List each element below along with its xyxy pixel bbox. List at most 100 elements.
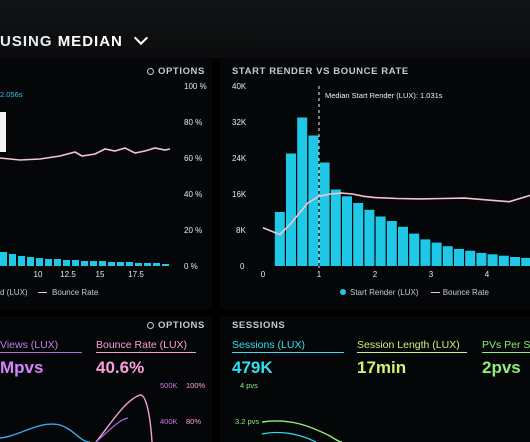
start-render-bar[interactable] [319, 162, 330, 267]
left-x-tick: 12.5 [60, 270, 76, 279]
left-bars [0, 252, 169, 266]
sessions-title: SESSIONS [232, 320, 286, 331]
divider-line [232, 352, 344, 353]
start-render-bar[interactable] [330, 189, 341, 267]
start-render-bar[interactable] [398, 226, 408, 266]
start-render-bar[interactable] [308, 135, 319, 267]
legend-dot-icon [340, 289, 346, 295]
header-title-strong: MEDIAN [57, 33, 123, 50]
right-chart-svg [262, 86, 530, 268]
metric-bounce-label: Bounce Rate (LUX) [96, 339, 188, 351]
right-x-tick: 0 [260, 270, 266, 279]
options-label: OPTIONS [158, 320, 205, 331]
start-render-bar[interactable] [353, 203, 364, 266]
median-label: Median Start Render (LUX): 1.031s [325, 91, 443, 100]
left-legend-b: Bounce Rate [52, 288, 99, 297]
divider-line [482, 352, 530, 353]
options-icon [147, 68, 154, 75]
tick-500k: 500K [160, 381, 178, 390]
left-chart-svg [0, 147, 171, 266]
left-bounce-line [0, 147, 171, 161]
start-render-bar[interactable] [442, 246, 453, 266]
right-y-tick: 24K [232, 154, 247, 163]
start-render-bar[interactable] [409, 233, 420, 266]
metric-views-label: Views (LUX) [0, 339, 59, 351]
start-render-bar[interactable] [386, 221, 397, 266]
start-render-bar[interactable] [476, 252, 487, 266]
metric-session-length-label: Session Length (LUX) [357, 339, 460, 351]
right-panel-title: START RENDER VS BOUNCE RATE [232, 66, 409, 77]
panel-bottom-left [0, 316, 212, 442]
dashboard-header [0, 0, 530, 58]
metric-views-value: Mpvs [0, 358, 44, 377]
options-label: OPTIONS [158, 66, 205, 77]
left-y-tick: 0 % [184, 262, 198, 271]
start-render-bar[interactable] [510, 257, 520, 266]
tick-32pvs: 3.2 pvs [235, 417, 260, 426]
left-x-tick: 15 [95, 270, 105, 279]
left-legend-a: d (LUX) [0, 288, 28, 297]
start-render-bar[interactable] [364, 209, 375, 266]
median-dropdown[interactable]: USING MEDIAN [0, 30, 149, 50]
right-y-tick: 0 [240, 262, 245, 271]
right-x-tick: 2 [372, 270, 378, 279]
metric-pvs-value: 2pvs [482, 358, 521, 377]
divider-line [357, 352, 467, 353]
start-render-bar[interactable] [342, 196, 352, 267]
divider-line [0, 352, 82, 353]
start-render-bar[interactable] [274, 212, 285, 266]
start-render-bar[interactable] [521, 257, 530, 266]
options-button-left[interactable]: OPTIONS [147, 66, 205, 77]
bounce-rate-line [262, 192, 530, 236]
annotation-left: 2.056s [0, 90, 23, 99]
right-legend-line-icon [430, 291, 440, 293]
right-y-tick: 32K [232, 118, 247, 127]
left-x-tick: 10 [33, 270, 43, 279]
left-legend-line-icon [37, 291, 47, 293]
right-y-tick: 40K [232, 82, 247, 91]
metric-bounce-value: 40.6% [96, 358, 145, 377]
start-render-bar[interactable] [498, 255, 509, 266]
tick-80pct: 80% [186, 417, 202, 426]
start-render-bars [274, 117, 530, 267]
options-icon [147, 322, 154, 329]
panel-right [220, 58, 530, 310]
start-render-bar[interactable] [465, 250, 476, 266]
right-legend-a: Start Render (LUX) [350, 288, 419, 297]
start-render-bar[interactable] [420, 239, 431, 266]
panel-left [0, 58, 212, 310]
start-render-bar[interactable] [487, 254, 498, 266]
left-y-tick: 20 % [184, 226, 203, 235]
options-button-bottom[interactable]: OPTIONS [147, 320, 205, 331]
right-x-tick: 1 [316, 270, 322, 279]
left-x-tick: 17.5 [128, 270, 144, 279]
right-x-tick: 4 [484, 270, 490, 279]
start-render-bar[interactable] [297, 117, 308, 267]
left-legend: d (LUX) Bounce Rate [0, 288, 98, 297]
start-render-bar[interactable] [454, 248, 464, 266]
left-y-tick: 100 % [184, 82, 207, 91]
metric-pvs-label: PVs Per Se [482, 339, 530, 351]
header-title-prefix: USING [0, 33, 53, 50]
right-legend-b: Bounce Rate [442, 288, 489, 297]
left-y-tick: 40 % [184, 190, 203, 199]
start-render-bar[interactable] [286, 153, 296, 267]
bottom-left-sparklines [0, 394, 153, 442]
right-y-tick: 8K [236, 226, 246, 235]
start-render-bar[interactable] [375, 216, 386, 267]
left-y-tick: 60 % [184, 154, 203, 163]
metric-sessions-label: Sessions (LUX) [232, 339, 305, 351]
right-x-tick: 3 [428, 270, 434, 279]
tick-400k: 400K [160, 417, 178, 426]
metric-session-length-value: 17min [357, 358, 407, 377]
right-legend: Start Render (LUX) Bounce Rate [340, 288, 489, 297]
metric-sessions-value: 479K [232, 358, 273, 377]
tick-4pvs: 4 pvs [240, 381, 258, 390]
tooltip-box [0, 112, 6, 152]
left-y-tick: 80 % [184, 118, 203, 127]
divider-line [96, 352, 196, 353]
right-y-tick: 16K [232, 190, 247, 199]
start-render-bar[interactable] [431, 242, 442, 266]
tick-100pct: 100% [186, 381, 206, 390]
